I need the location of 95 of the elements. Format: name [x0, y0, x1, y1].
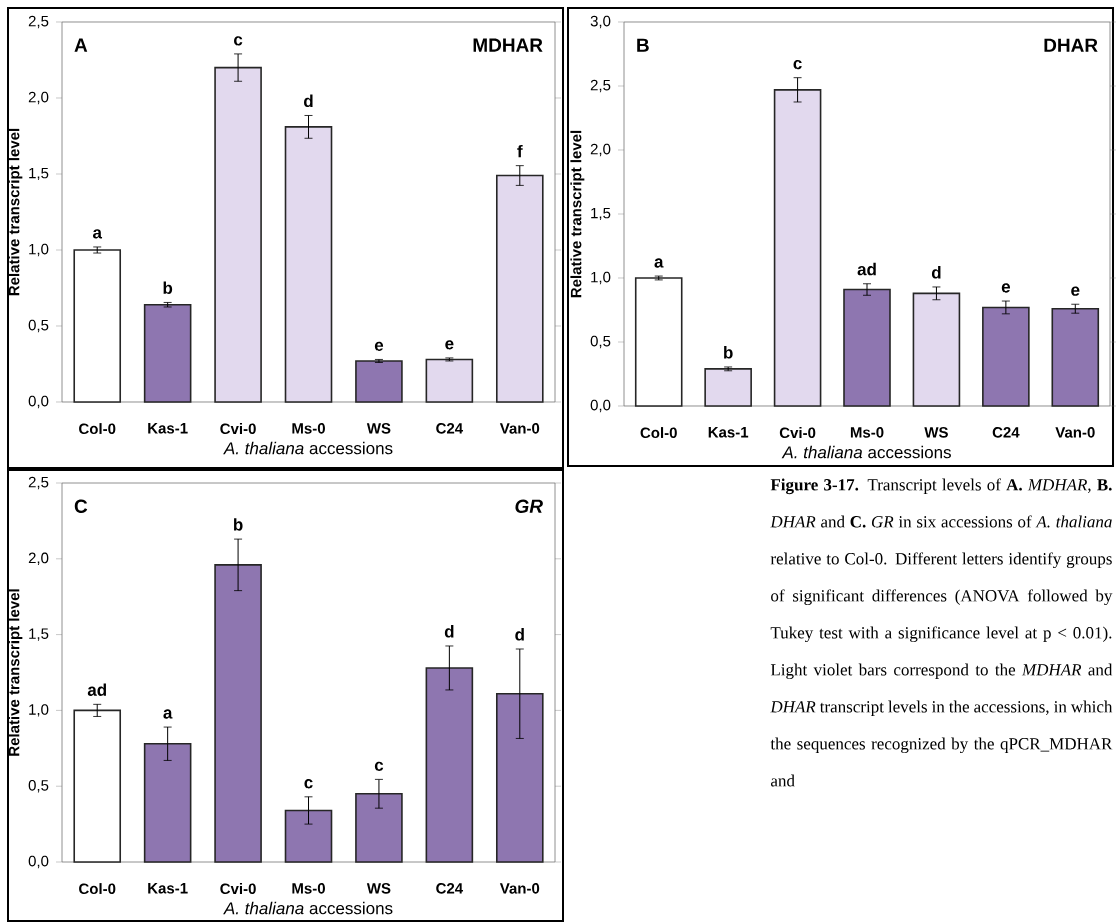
y-axis-title: Relative transcript level: [8, 589, 23, 756]
annotation: e: [445, 340, 454, 350]
y-axis-title: Relative transcript level: [8, 128, 23, 296]
y-tick-label: 2,5: [28, 476, 49, 490]
annotation: b: [163, 281, 173, 295]
x-axis-title: A. thaliana accessions: [223, 441, 393, 455]
x-tick-label: Ms-0: [850, 427, 884, 438]
bar: [143, 303, 192, 403]
y-tick-label: 0,0: [28, 855, 49, 869]
bar: [704, 368, 752, 407]
annotation: a: [163, 709, 173, 719]
text: MDHAR: [473, 38, 543, 52]
bar: [284, 809, 333, 863]
annotation: B: [637, 38, 649, 52]
annotation: ad: [857, 262, 876, 276]
y-tick-label: 1,0: [29, 243, 49, 257]
annotation: d: [444, 625, 454, 638]
bar: [425, 358, 474, 403]
y-tick-label: 1,0: [591, 271, 611, 285]
bar: [214, 66, 262, 403]
x-tick-label: C24: [436, 423, 464, 434]
x-tick-label: Ms-0: [292, 423, 325, 434]
bar: [982, 306, 1030, 407]
bar: [843, 288, 891, 407]
x-tick-label: Ms-0: [292, 883, 325, 894]
annotation: e: [1071, 286, 1080, 296]
annotation: c: [374, 761, 384, 771]
bar: [355, 360, 403, 403]
x-tick-label: Kas-1: [708, 427, 749, 438]
text: GR: [515, 499, 543, 513]
x-tick-label: Cvi-0: [779, 427, 816, 439]
annotation: b: [724, 346, 733, 359]
x-axis-title: A. thaliana accessions: [781, 445, 951, 459]
annotation: a: [654, 258, 664, 268]
x-tick-label: Van-0: [499, 883, 540, 894]
bar: [425, 667, 474, 863]
y-tick-label: 2,0: [590, 143, 611, 157]
annotation: e: [1001, 283, 1011, 293]
x-tick-label: C24: [992, 427, 1020, 438]
bar: [284, 126, 333, 403]
annotation: d: [931, 266, 941, 279]
x-tick-label: Cvi-0: [220, 883, 256, 895]
x-tick-label: WS: [366, 423, 391, 434]
bar: [1051, 307, 1100, 407]
y-axis-title: Relative transcript level: [570, 130, 585, 298]
y-tick-label: 1,5: [29, 167, 49, 181]
x-tick-label: Van-0: [499, 423, 540, 434]
bar: [634, 277, 683, 407]
y-tick-label: 0,5: [590, 335, 611, 349]
x-tick-label: Col-0: [640, 427, 677, 439]
annotation: e: [374, 341, 384, 352]
x-tick-label: WS: [924, 427, 948, 438]
bar: [496, 174, 544, 403]
annotation: c: [304, 779, 313, 789]
y-tick-label: 2,0: [28, 91, 49, 105]
x-tick-label: WS: [366, 883, 391, 894]
annotation: b: [234, 518, 243, 531]
text: DHAR: [1044, 38, 1098, 52]
annotation: d: [304, 94, 313, 108]
bar: [143, 742, 192, 863]
x-tick-label: Kas-1: [148, 883, 188, 894]
bar: [73, 709, 122, 863]
y-tick-label: 2,5: [28, 15, 49, 29]
bar: [773, 89, 822, 407]
bar: [355, 792, 403, 863]
bar: [912, 292, 961, 407]
text: Figure 3-17. Transcript levels of A. MDHAR, B. DHAR and C. GR in six accessions of A. thaliana relative to Col-0. Different letters identify groups of significant differences (ANOVA followed by Tukey test with a significance level at p < 0.01). Light violet bars correspond to the MDHAR and DHAR transcript levels in the accessions, in which the sequences recognized by the qPCR_MDHAR and: [770, 478, 1113, 787]
bar: [73, 249, 122, 403]
y-tick-label: 0,0: [590, 399, 611, 413]
y-tick-label: 0,5: [28, 780, 49, 793]
annotation: ad: [87, 683, 107, 696]
y-tick-label: 3,0: [590, 15, 611, 29]
annotation: a: [93, 229, 103, 239]
x-tick-label: Col-0: [79, 423, 116, 435]
bar: [214, 564, 262, 863]
y-tick-label: 1,5: [29, 628, 49, 641]
y-tick-label: 0,0: [28, 395, 49, 409]
x-tick-label: Cvi-0: [220, 423, 256, 435]
y-tick-label: 1,5: [591, 207, 611, 221]
annotation: A: [74, 38, 88, 52]
y-tick-label: 1,0: [29, 704, 49, 717]
y-tick-label: 2,0: [28, 552, 49, 565]
y-tick-label: 0,5: [28, 319, 49, 333]
annotation: f: [517, 144, 523, 158]
x-tick-label: C24: [436, 883, 464, 894]
x-axis-title: A. thaliana accessions: [223, 901, 393, 915]
annotation: d: [515, 628, 524, 641]
annotation: c: [234, 36, 243, 46]
bar: [496, 692, 544, 863]
annotation: C: [74, 499, 88, 513]
x-tick-label: Kas-1: [148, 423, 188, 434]
y-tick-label: 2,5: [590, 79, 611, 93]
x-tick-label: Van-0: [1055, 427, 1095, 438]
x-tick-label: Col-0: [79, 883, 116, 895]
annotation: c: [793, 59, 802, 70]
